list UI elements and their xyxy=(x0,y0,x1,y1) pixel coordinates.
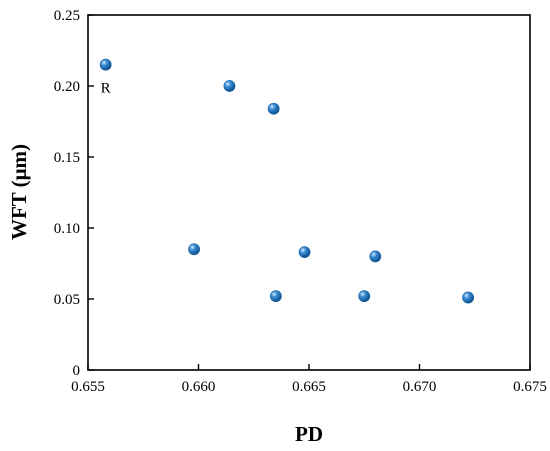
data-points: R xyxy=(99,58,475,304)
data-point xyxy=(369,250,382,263)
x-tick-label: 0.665 xyxy=(292,379,326,395)
data-point xyxy=(358,290,371,303)
x-tick-label: 0.675 xyxy=(513,379,547,395)
point-label: R xyxy=(101,81,111,97)
data-point xyxy=(223,80,236,92)
plot-frame xyxy=(87,14,531,371)
x-tick-label: 0.660 xyxy=(182,379,216,395)
x-tick-label: 0.655 xyxy=(71,379,105,395)
y-tick-label: 0.15 xyxy=(54,150,80,166)
y-tick-label: 0.20 xyxy=(54,79,80,95)
data-point xyxy=(267,102,280,115)
x-axis-title: PD xyxy=(295,422,323,446)
data-point xyxy=(269,290,282,303)
data-point xyxy=(188,243,200,256)
y-tick-label: 0.25 xyxy=(54,8,80,24)
y-axis-title: WFT (μm) xyxy=(7,144,31,240)
data-point xyxy=(462,291,475,304)
data-point xyxy=(298,246,311,259)
x-axis-ticks: 0.655 0.660 0.665 0.670 0.675 xyxy=(71,364,547,395)
y-tick-label: 0.05 xyxy=(54,292,80,308)
y-tick-label: 0 xyxy=(73,363,81,379)
y-axis-ticks: 0 0.05 0.10 0.15 0.20 0.25 xyxy=(54,8,94,379)
y-tick-label: 0.10 xyxy=(54,221,80,237)
data-point xyxy=(99,58,112,71)
x-tick-label: 0.670 xyxy=(403,379,437,395)
